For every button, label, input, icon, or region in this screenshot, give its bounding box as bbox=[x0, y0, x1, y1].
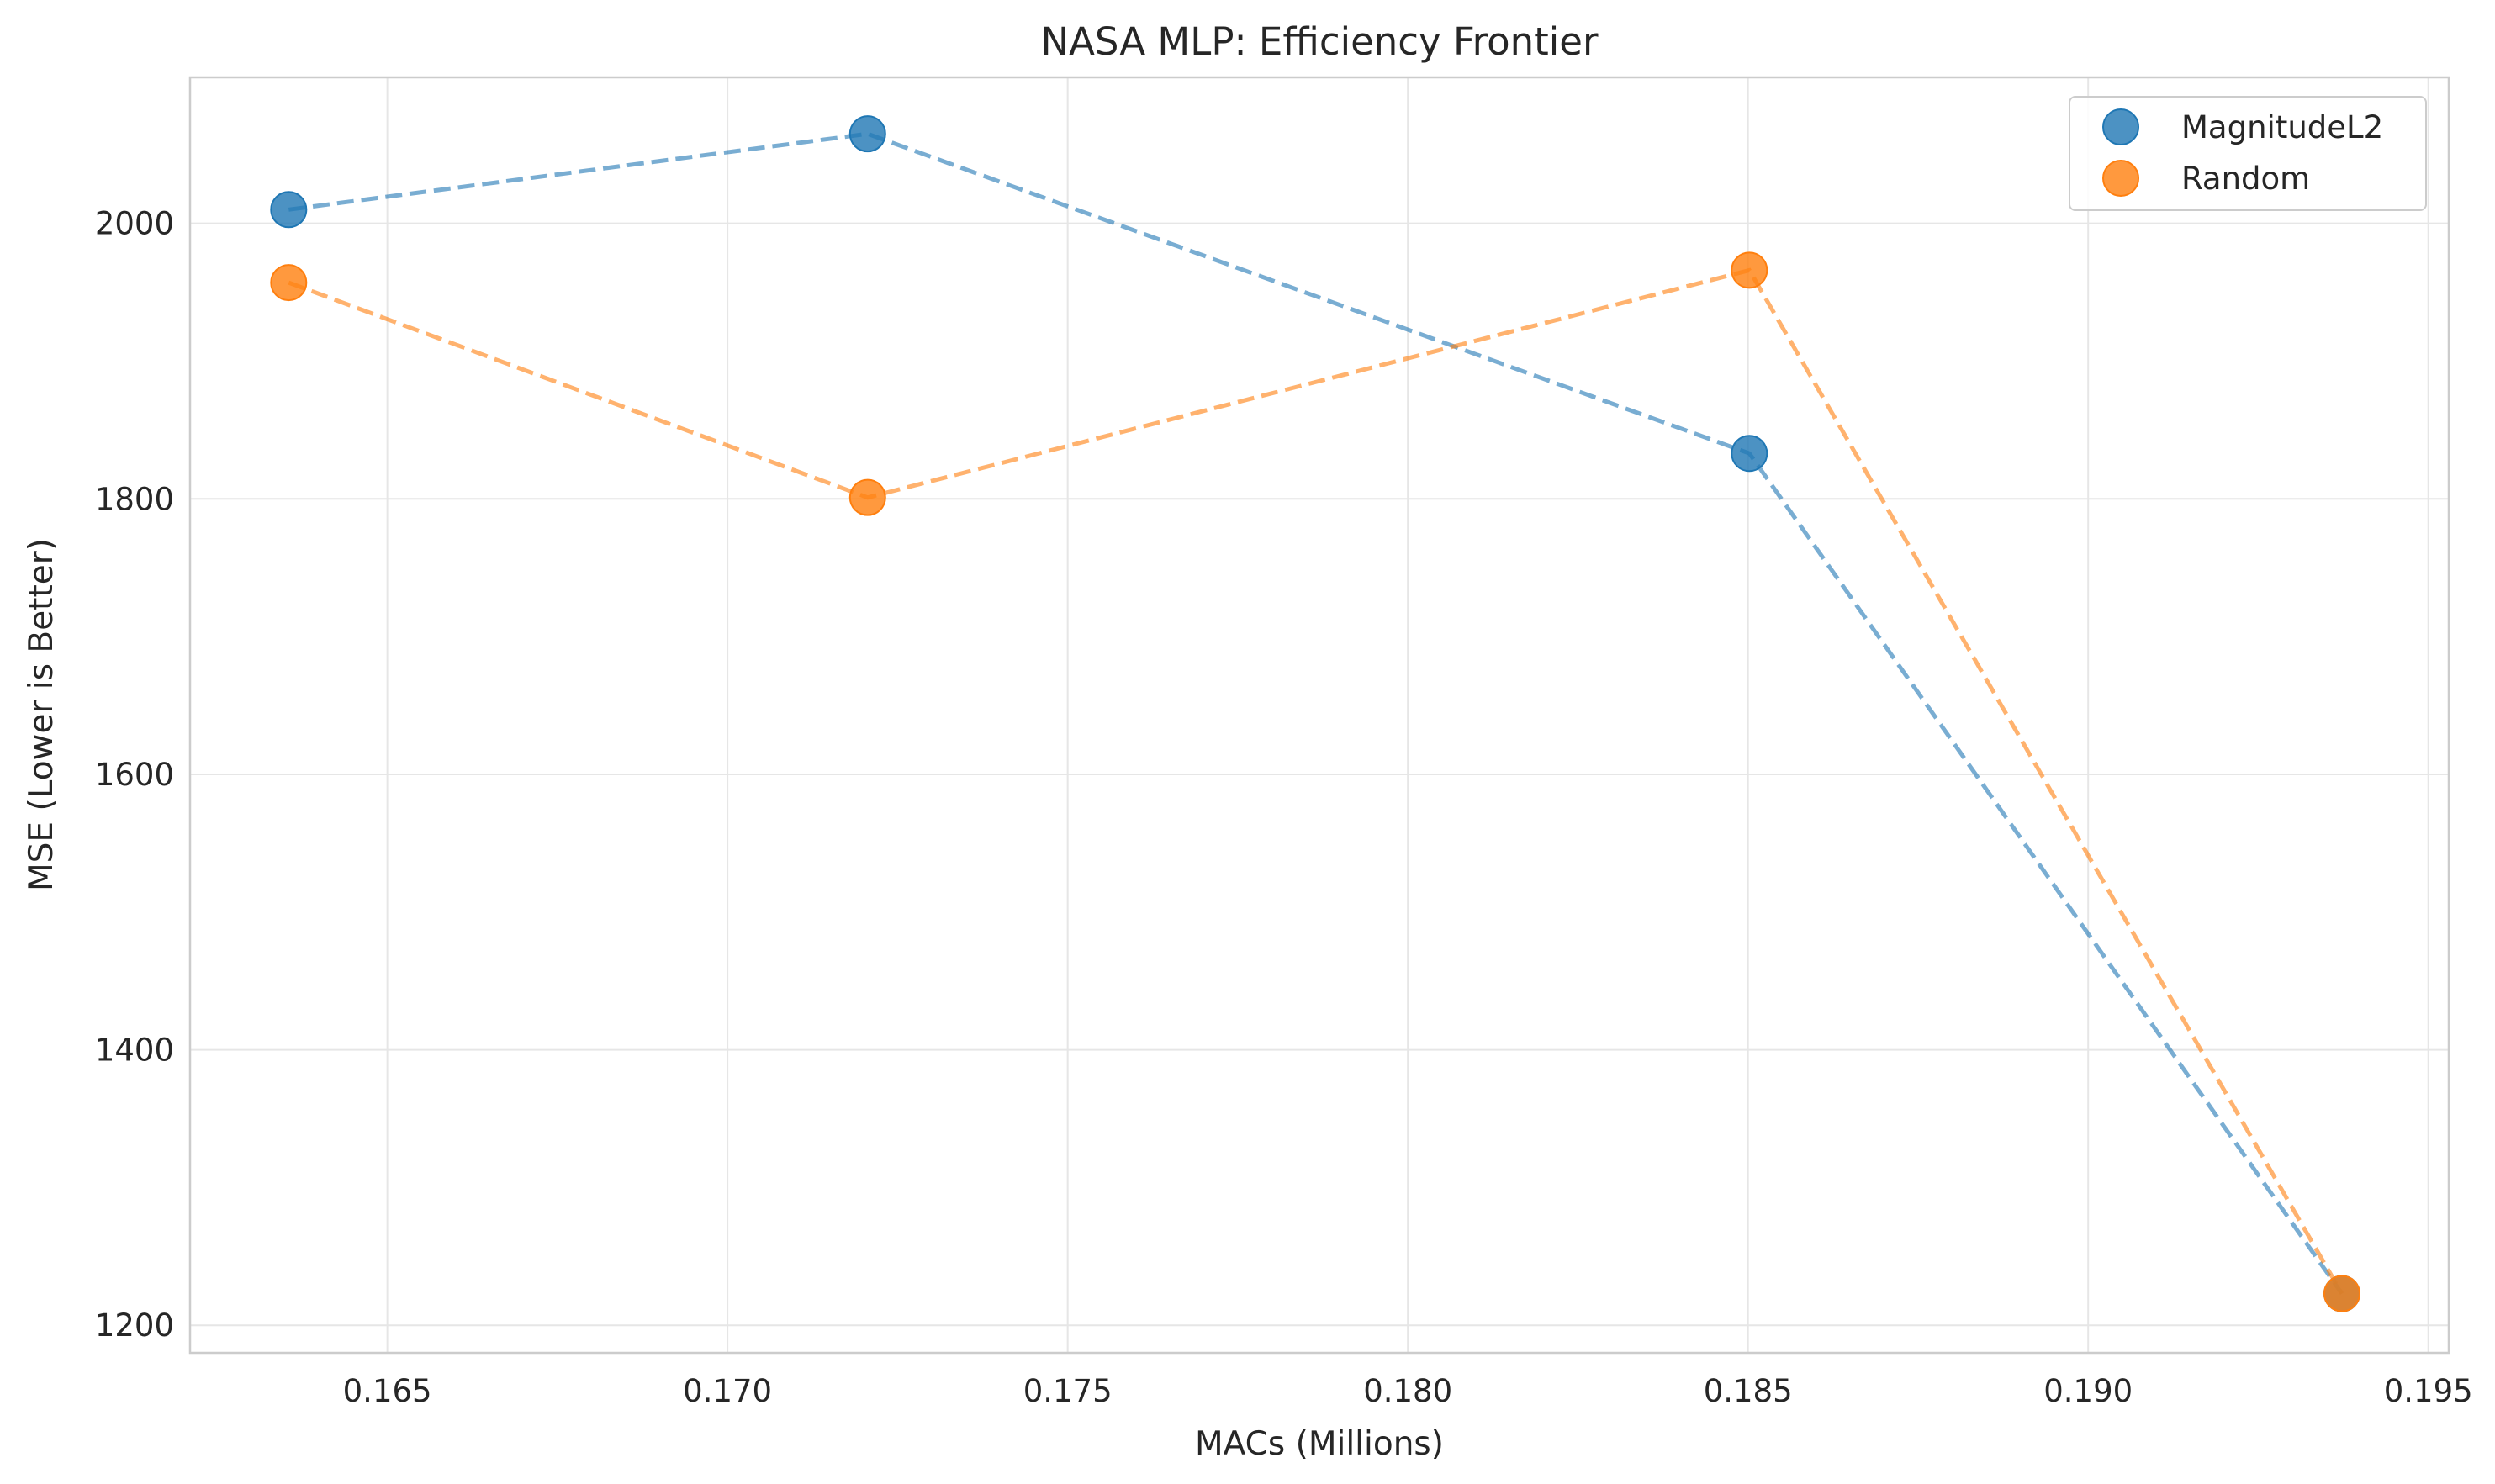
y-axis-label: MSE (Lower is Better) bbox=[23, 538, 61, 891]
data-point-random bbox=[1731, 251, 1768, 289]
x-tick-label: 0.190 bbox=[2043, 1373, 2133, 1409]
series-line-random bbox=[288, 267, 2344, 1295]
legend-label-random: Random bbox=[2181, 161, 2310, 197]
x-tick-label: 0.175 bbox=[1023, 1373, 1113, 1409]
plot-frame bbox=[188, 76, 2450, 1355]
legend-marker-magnitudel2 bbox=[2102, 108, 2139, 145]
legend-box bbox=[2069, 96, 2427, 211]
data-point-magnitudel2 bbox=[270, 191, 308, 229]
y-tick-label: 1400 bbox=[95, 1032, 174, 1069]
data-point-random bbox=[848, 478, 886, 516]
x-tick-label: 0.195 bbox=[2384, 1373, 2473, 1409]
y-tick-labels: 1200 1400 1600 1800 2000 bbox=[95, 206, 174, 1344]
x-axis-label: MACs (Millions) bbox=[1195, 1425, 1444, 1463]
data-point-magnitudel2 bbox=[1731, 435, 1768, 473]
data-point-random bbox=[270, 264, 308, 302]
series-lines bbox=[288, 131, 2344, 1296]
plot-area bbox=[190, 77, 2449, 1353]
x-tick-label: 0.170 bbox=[683, 1373, 772, 1409]
x-tick-labels: 0.165 0.170 0.175 0.180 0.185 0.190 0.195 bbox=[343, 1373, 2473, 1409]
x-tick-label: 0.165 bbox=[343, 1373, 432, 1409]
y-tick-label: 2000 bbox=[95, 206, 174, 242]
x-tick-label: 0.180 bbox=[1363, 1373, 1452, 1409]
y-tick-label: 1200 bbox=[95, 1307, 174, 1344]
legend-label-magnitudel2: MagnitudeL2 bbox=[2181, 109, 2383, 145]
y-tick-label: 1800 bbox=[95, 481, 174, 517]
x-tick-label: 0.185 bbox=[1704, 1373, 1793, 1409]
data-point-magnitudel2 bbox=[848, 115, 886, 153]
legend: MagnitudeL2 Random bbox=[2069, 96, 2427, 211]
data-point-random bbox=[2323, 1275, 2360, 1312]
series-points bbox=[270, 115, 2360, 1312]
chart-title: NASA MLP: Efficiency Frontier bbox=[1040, 19, 1599, 64]
series-line-magnitudel2 bbox=[288, 131, 2344, 1296]
legend-marker-random bbox=[2102, 160, 2139, 197]
y-tick-label: 1600 bbox=[95, 757, 174, 793]
grid-lines bbox=[190, 77, 2449, 1353]
